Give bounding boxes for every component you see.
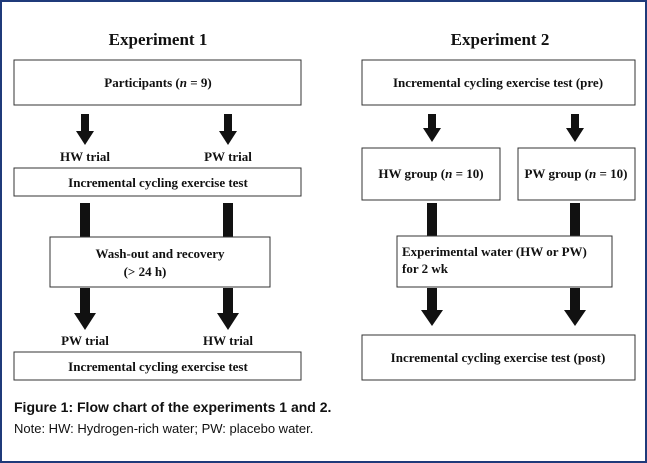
pre-test-box [361, 59, 636, 106]
intervention-label: for 2 wk [402, 261, 449, 276]
trial-label: HW trial [203, 333, 253, 348]
washout-label: Wash-out and recovery [95, 246, 225, 261]
group-label: PW group (n = 10) [524, 166, 627, 181]
arrow [74, 288, 96, 330]
group-suffix: = 10) [596, 166, 627, 181]
pre-test-label: Incremental cycling exercise test (pre) [393, 75, 603, 90]
arrow [76, 114, 94, 145]
arrow-shaft [570, 203, 580, 237]
participants-label: Participants (n = 9) [104, 75, 211, 90]
arrow [566, 114, 584, 142]
participants-prefix: Participants ( [104, 75, 179, 90]
trial-label: HW trial [60, 149, 110, 164]
washout-box [49, 236, 271, 288]
group-n: n [589, 166, 596, 181]
post-test-box [361, 334, 636, 381]
test-box [13, 167, 302, 197]
group-box [517, 147, 636, 201]
test-box [13, 351, 302, 381]
trial-label: PW trial [61, 333, 109, 348]
experiment2-title: Experiment 2 [451, 30, 550, 49]
group-label: HW group (n = 10) [378, 166, 483, 181]
arrow [423, 114, 441, 142]
arrow [219, 114, 237, 145]
participants-box [13, 59, 302, 106]
group-suffix: = 10) [452, 166, 483, 181]
intervention-label: Experimental water (HW or PW) [402, 244, 587, 259]
intervention-box [396, 235, 613, 288]
group-prefix: PW group ( [524, 166, 589, 181]
group-n: n [445, 166, 452, 181]
arrow-shaft [80, 203, 90, 237]
participants-suffix: = 9) [187, 75, 212, 90]
arrow-shaft [427, 203, 437, 237]
caption-title: Figure 1: Flow chart of the experiments … [14, 399, 331, 415]
group-prefix: HW group ( [378, 166, 445, 181]
caption-note: Note: HW: Hydrogen-rich water; PW: place… [14, 421, 313, 436]
post-test-label: Incremental cycling exercise test (post) [391, 350, 606, 365]
trial-label: PW trial [204, 149, 252, 164]
group-box [361, 147, 501, 201]
participants-n: n [180, 75, 187, 90]
arrow [217, 288, 239, 330]
arrow [564, 288, 586, 326]
test-label: Incremental cycling exercise test [68, 359, 248, 374]
experiment1-title: Experiment 1 [109, 30, 208, 49]
test-label: Incremental cycling exercise test [68, 175, 248, 190]
arrow [421, 288, 443, 326]
arrow-shaft [223, 203, 233, 237]
washout-label: (> 24 h) [124, 264, 167, 279]
